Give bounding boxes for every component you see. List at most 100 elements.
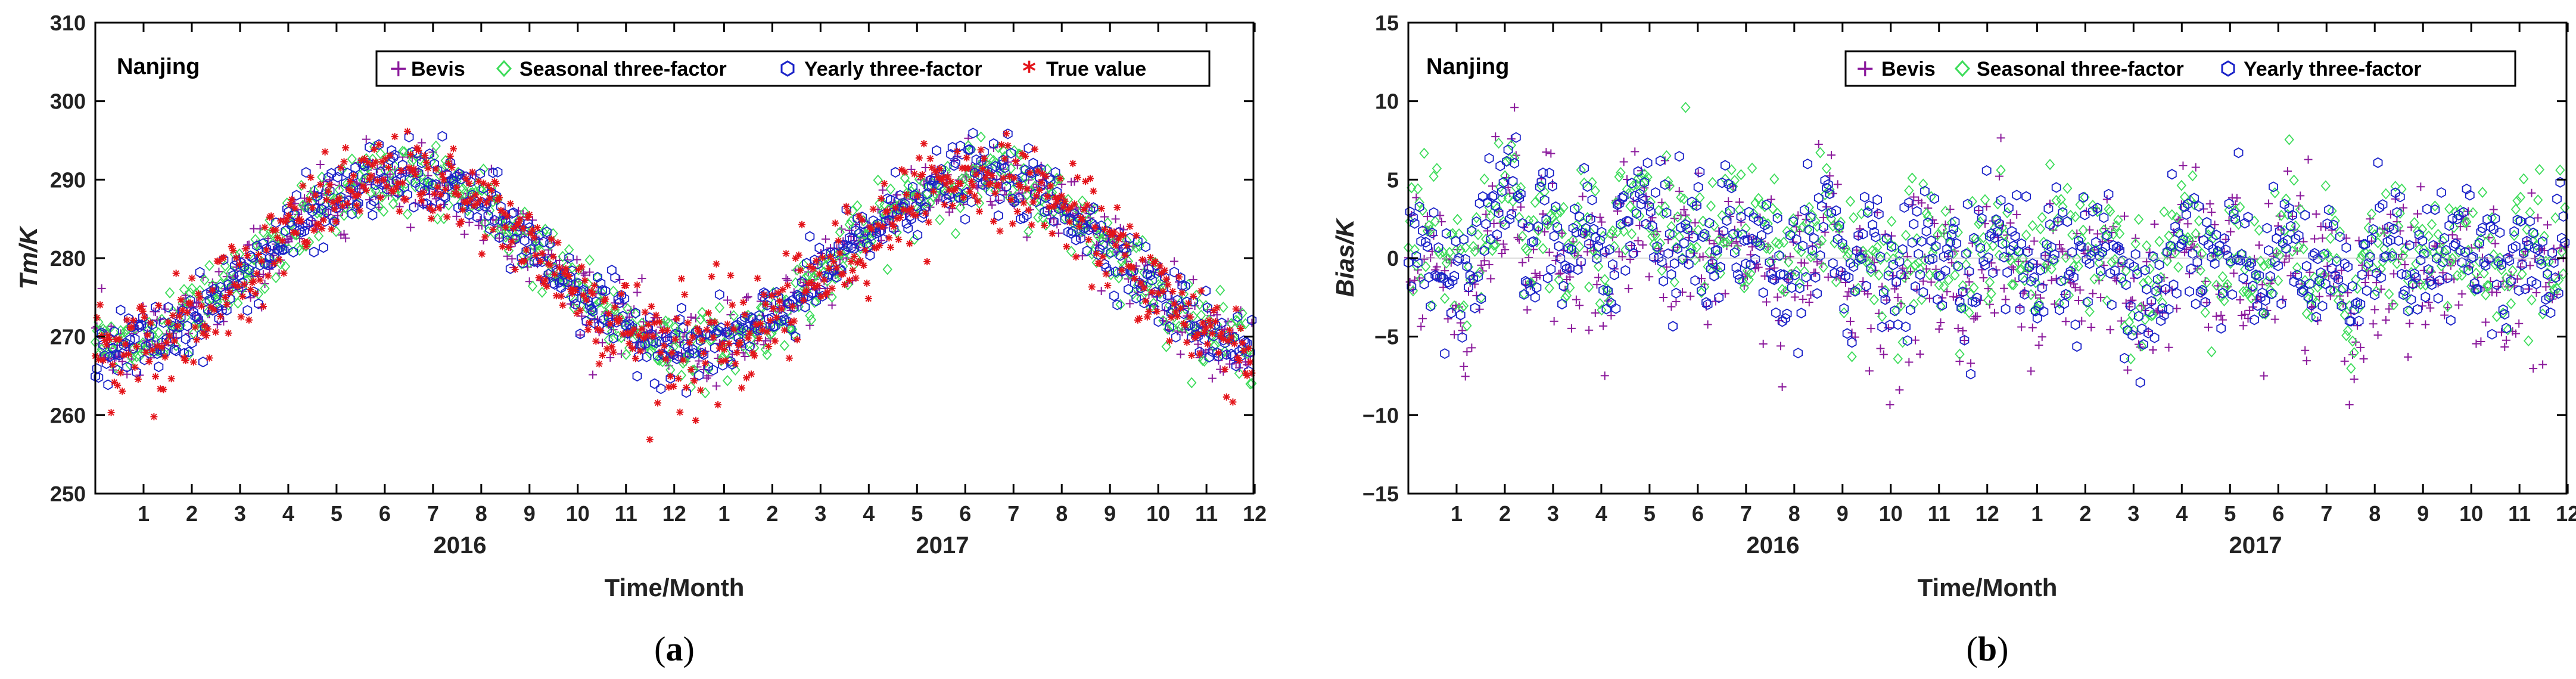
seasonal-point [844,219,855,231]
true-value-point [254,250,262,258]
seasonal-point [2159,206,2169,218]
yearly-point [475,168,486,179]
yearly-point [737,315,746,327]
yearly-point [304,203,314,214]
seasonal-point [1180,303,1190,315]
yearly-point [94,372,104,383]
seasonal-point [1115,299,1125,311]
true-value-point [887,243,894,251]
true-value-point [676,408,684,416]
true-value-point [948,202,956,210]
y-tick-label: 270 [50,325,86,349]
true-value-point [1091,224,1099,231]
yearly-point [909,190,919,201]
yearly-point [620,293,630,305]
bevis-point [2087,323,2096,331]
bevis-point [2017,323,2026,331]
yearly-point [1921,225,1931,237]
yearly-point [173,328,183,340]
true-value-point [1218,329,1225,337]
yearly-point [1901,321,1911,333]
true-value-point [347,178,354,185]
yearly-point [2002,267,2012,278]
true-value-point [912,212,920,219]
true-value-point [974,197,982,205]
yearly-point [553,266,563,277]
seasonal-point [2085,306,2095,317]
yearly-point [1831,205,1841,216]
bevis-point [2543,221,2552,230]
yearly-point [1663,248,1673,259]
true-value-point [864,295,872,303]
true-value-point [204,325,211,333]
true-value-point [673,315,680,323]
true-value-point [797,266,804,274]
true-value-point [142,348,150,356]
bevis-point [1515,235,1524,244]
true-value-point [549,253,557,261]
true-value-point [133,343,141,351]
true-value-point [1099,253,1107,261]
true-value-point [446,152,454,160]
yearly-point [192,311,202,323]
yearly-point [325,185,335,196]
bevis-point [1591,308,1600,317]
seasonal-point [1215,284,1225,296]
true-value-point [980,154,988,162]
true-value-point [177,296,185,303]
seasonal-point [1237,308,1247,319]
yearly-point [2135,377,2145,388]
true-value-point [240,280,248,288]
panel-a-legend-label-seasonal: Seasonal three-factor [519,58,727,80]
yearly-point [455,168,465,179]
bevis-point [1513,233,1522,242]
bevis-point [2199,204,2208,213]
seasonal-point [1847,351,1857,362]
yearly-point [1007,193,1018,204]
seasonal-point [882,263,892,275]
bevis-point [1762,297,1771,306]
yearly-point [1112,299,1122,311]
true-value-point [412,171,419,179]
true-value-point [306,196,313,204]
true-value-point [763,328,771,336]
true-value-point [1208,330,1216,337]
true-value-point [747,370,755,378]
true-value-point [107,409,115,417]
yearly-point [656,383,666,395]
seasonal-point [1793,243,1803,255]
true-value-point [857,257,864,265]
true-value-point [789,302,797,310]
seasonal-point [2045,159,2055,170]
bevis-point [986,197,995,206]
seasonal-point [950,228,961,240]
yearly-point [965,144,975,155]
seasonal-point [347,153,357,165]
true-value-point [1022,153,1029,160]
yearly-point [891,166,900,178]
seasonal-point [736,327,747,339]
yearly-point [1674,151,1684,162]
bevis-point [2416,182,2425,191]
yearly-point [997,159,1007,170]
true-value-point [1028,221,1035,229]
yearly-point [868,215,878,227]
true-value-point [595,360,603,368]
y-tick-label: 300 [50,89,86,114]
seasonal-point [2211,280,2222,291]
yearly-point [1484,153,1494,164]
seasonal-point [820,260,831,272]
seasonal-point [418,178,428,189]
yearly-point [542,226,552,238]
seasonal-point [371,185,381,197]
yearly-point [711,328,721,339]
bevis-point [1895,386,1904,395]
yearly-point [1608,259,1617,270]
true-value-point [798,221,806,228]
yearly-point [1019,212,1029,224]
yearly-point [485,223,495,234]
seasonal-point [1994,249,2005,261]
seasonal-point [388,198,399,210]
seasonal-point [2021,229,2031,241]
